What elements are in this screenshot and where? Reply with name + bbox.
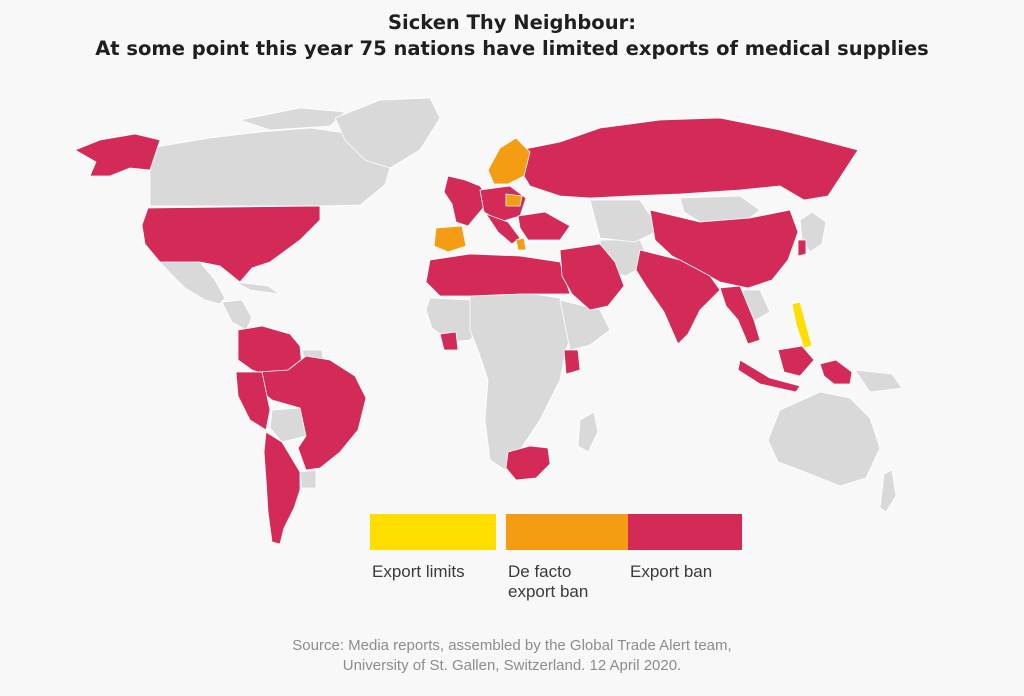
land-bolivia — [269, 407, 307, 443]
region-no-restriction — [149, 97, 903, 513]
land-china — [649, 209, 799, 289]
land-peru — [235, 371, 271, 431]
land-south-africa — [505, 445, 551, 481]
land-north-africa — [425, 253, 571, 297]
land-brazil — [257, 355, 367, 471]
legend-label-de-facto-line-2: export ban — [508, 582, 589, 601]
legend-label-export-limits: Export limits — [372, 562, 465, 581]
title-line-2: At some point this year 75 nations have … — [95, 37, 929, 60]
land-greece — [515, 237, 527, 251]
land-mexico — [159, 261, 226, 305]
source-line-1: Source: Media reports, assembled by the … — [292, 637, 732, 654]
land-kenya — [563, 349, 581, 375]
source-note: Source: Media reports, assembled by the … — [0, 636, 1024, 676]
land-middle-east — [559, 243, 625, 311]
land-ivory-coast — [439, 331, 459, 351]
legend-swatch-de-facto-export-ban — [506, 514, 632, 550]
land-central-europe-orange — [505, 193, 523, 207]
land-uruguay — [299, 469, 317, 489]
region-de-facto-export-ban — [433, 137, 531, 253]
legend-swatch-export-limits — [370, 514, 496, 550]
land-sulawesi-east-timor — [819, 359, 853, 385]
land-taiwan — [797, 239, 807, 257]
land-central-asia — [589, 199, 661, 243]
land-borneo — [777, 345, 815, 377]
land-caribbean — [235, 281, 281, 295]
map-title: Sicken Thy Neighbour: At some point this… — [0, 10, 1024, 62]
land-balkans-turkey — [517, 211, 571, 241]
land-alaska — [74, 133, 161, 177]
land-central-america — [221, 299, 253, 331]
land-indochina — [719, 285, 761, 345]
region-export-limits — [791, 301, 813, 349]
land-philippines — [791, 301, 813, 349]
land-western-europe — [443, 175, 491, 227]
title-line-1: Sicken Thy Neighbour: — [387, 11, 637, 34]
legend-label-de-facto-line-1: De facto — [508, 562, 572, 581]
source-line-2: University of St. Gallen, Switzerland. 1… — [342, 657, 682, 674]
land-arctic-islands — [239, 107, 346, 131]
legend-swatch-export-ban — [628, 514, 742, 550]
land-indonesia-west — [737, 359, 801, 393]
land-madagascar — [577, 411, 599, 453]
land-india — [635, 249, 721, 345]
land-russia — [519, 117, 859, 201]
land-africa-central — [469, 291, 579, 471]
land-argentina-chile — [263, 431, 301, 545]
land-iberia — [433, 225, 467, 253]
land-scandinavia — [487, 137, 531, 185]
land-new-zealand — [879, 469, 897, 513]
legend-label-export-ban: Export ban — [630, 562, 713, 581]
land-australia — [767, 391, 881, 487]
land-usa — [141, 205, 321, 283]
land-png — [854, 369, 903, 393]
land-greenland — [334, 97, 441, 169]
